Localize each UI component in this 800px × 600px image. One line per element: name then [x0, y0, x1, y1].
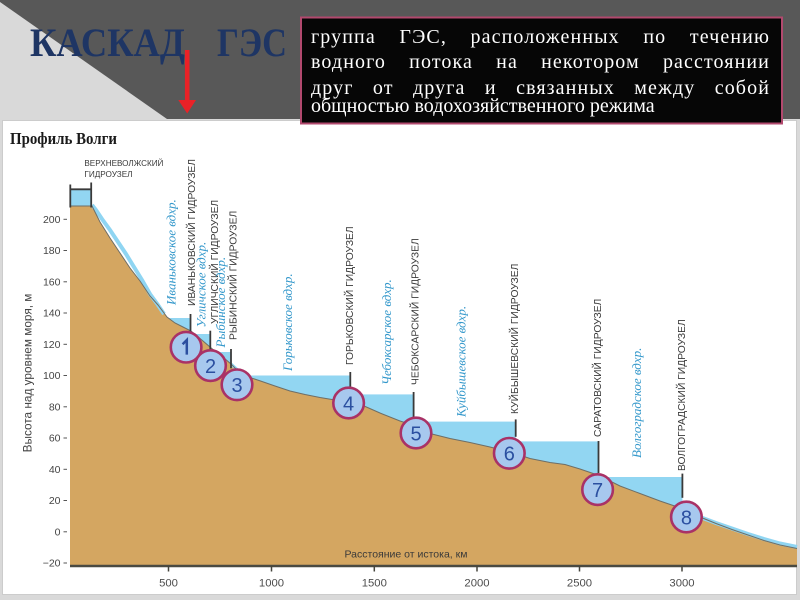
svg-text:ГЭС: ГЭС [217, 20, 287, 65]
svg-text:САРАТОВСКИЙ ГИДРОУЗЕЛ: САРАТОВСКИЙ ГИДРОУЗЕЛ [591, 299, 604, 437]
svg-text:8: 8 [681, 508, 692, 530]
svg-text:ВОЛГОГРАДСКИЙ ГИДРОУЗЕЛ: ВОЛГОГРАДСКИЙ ГИДРОУЗЕЛ [675, 319, 688, 471]
svg-text:200: 200 [43, 214, 61, 226]
svg-text:180: 180 [43, 245, 61, 257]
svg-text:УГЛИЧСКИЙ ГИДРОУЗЕЛ: УГЛИЧСКИЙ ГИДРОУЗЕЛ [208, 200, 221, 324]
svg-text:140: 140 [43, 308, 61, 320]
svg-text:7: 7 [592, 480, 603, 502]
svg-text:2500: 2500 [567, 578, 592, 590]
svg-text:Профиль Волги: Профиль Волги [10, 129, 117, 148]
svg-text:4: 4 [343, 394, 354, 416]
svg-text:РЫБИНСКИЙ ГИДРОУЗЕЛ: РЫБИНСКИЙ ГИДРОУЗЕЛ [227, 211, 240, 340]
svg-text:2: 2 [205, 356, 216, 378]
svg-text:0: 0 [55, 526, 61, 538]
svg-text:ЧЕБОКСАРСКИЙ ГИДРОУЗЕЛ: ЧЕБОКСАРСКИЙ ГИДРОУЗЕЛ [409, 238, 422, 385]
svg-text:1500: 1500 [362, 578, 387, 590]
svg-text:Расстояние от истока, км: Расстояние от истока, км [345, 549, 468, 561]
svg-text:6: 6 [504, 444, 515, 466]
svg-text:ГОРЬКОВСКИЙ ГИДРОУЗЕЛ: ГОРЬКОВСКИЙ ГИДРОУЗЕЛ [343, 226, 356, 365]
svg-text:120: 120 [43, 339, 61, 351]
svg-text:ИВАНЬКОВСКИЙ ГИДРОУЗЕЛ: ИВАНЬКОВСКИЙ ГИДРОУЗЕЛ [185, 159, 198, 306]
svg-text:60: 60 [49, 433, 61, 445]
svg-text:КУЙБЫШЕВСКИЙ ГИДРОУЗЕЛ: КУЙБЫШЕВСКИЙ ГИДРОУЗЕЛ [508, 264, 521, 414]
svg-text:ВЕРХНЕВОЛЖСКИЙ: ВЕРХНЕВОЛЖСКИЙ [84, 157, 163, 168]
svg-text:5: 5 [410, 424, 421, 446]
svg-text:160: 160 [43, 276, 61, 288]
svg-text:2000: 2000 [464, 578, 489, 590]
svg-text:3000: 3000 [669, 578, 694, 590]
svg-text:40: 40 [49, 464, 61, 476]
svg-text:КАСКАД: КАСКАД [30, 20, 185, 65]
svg-text:Рыбинское вдхр.: Рыбинское вдхр. [213, 257, 228, 349]
svg-text:ГИДРОУЗЕЛ: ГИДРОУЗЕЛ [84, 170, 132, 179]
svg-text:500: 500 [159, 578, 178, 590]
svg-text:80: 80 [49, 401, 61, 413]
svg-text:Горьковское вдхр.: Горьковское вдхр. [280, 273, 295, 372]
svg-text:3: 3 [231, 375, 242, 397]
svg-text:Чебоксарское вдхр.: Чебоксарское вдхр. [379, 279, 394, 385]
svg-text:1000: 1000 [259, 578, 284, 590]
svg-text:Высота над уровнем моря, м: Высота над уровнем моря, м [21, 294, 35, 453]
svg-text:−20: −20 [43, 558, 61, 570]
svg-text:Иваньковское вдхр.: Иваньковское вдхр. [164, 199, 179, 306]
svg-text:20: 20 [49, 495, 61, 507]
svg-text:100: 100 [43, 370, 61, 382]
svg-text:Куйбышевское вдхр.: Куйбышевское вдхр. [454, 306, 469, 418]
svg-text:Угличское вдхр.: Угличское вдхр. [194, 242, 209, 328]
svg-text:Волгоградское вдхр.: Волгоградское вдхр. [629, 348, 644, 458]
